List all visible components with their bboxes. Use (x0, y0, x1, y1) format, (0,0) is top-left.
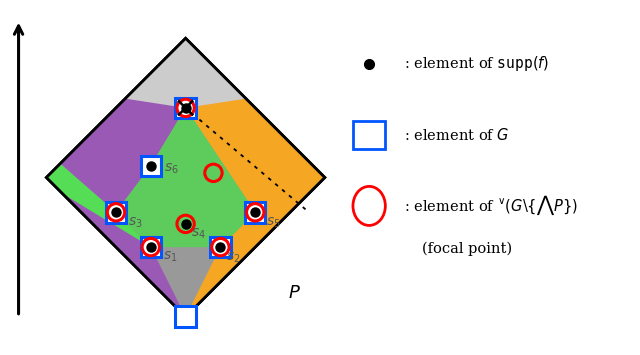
Text: (focal point): (focal point) (422, 241, 512, 256)
Polygon shape (47, 38, 186, 317)
Text: $s_2$: $s_2$ (226, 251, 241, 266)
Polygon shape (125, 38, 246, 108)
Text: $s_1$: $s_1$ (163, 249, 177, 263)
FancyBboxPatch shape (141, 156, 161, 176)
Polygon shape (47, 38, 324, 317)
FancyBboxPatch shape (141, 237, 161, 257)
FancyBboxPatch shape (175, 306, 196, 327)
Polygon shape (47, 164, 116, 212)
FancyBboxPatch shape (245, 202, 266, 223)
Text: : element of $G$: : element of $G$ (404, 127, 510, 143)
Text: : element of ${}^{\vee}(G\backslash\{\bigwedge P\})$: : element of ${}^{\vee}(G\backslash\{\bi… (404, 194, 578, 218)
Text: $s_4$: $s_4$ (191, 227, 206, 241)
Polygon shape (47, 178, 151, 247)
Text: : element of $\mathtt{supp}(f)$: : element of $\mathtt{supp}(f)$ (404, 54, 550, 73)
Text: $P$: $P$ (288, 284, 301, 302)
Text: $s_5$: $s_5$ (266, 215, 281, 230)
Polygon shape (186, 38, 324, 317)
Text: $s_3$: $s_3$ (128, 215, 143, 230)
FancyBboxPatch shape (175, 98, 196, 118)
Polygon shape (116, 108, 255, 247)
Text: $s_6$: $s_6$ (164, 162, 179, 176)
FancyBboxPatch shape (353, 121, 385, 149)
Polygon shape (116, 108, 255, 247)
FancyBboxPatch shape (210, 237, 230, 257)
FancyBboxPatch shape (106, 202, 126, 223)
